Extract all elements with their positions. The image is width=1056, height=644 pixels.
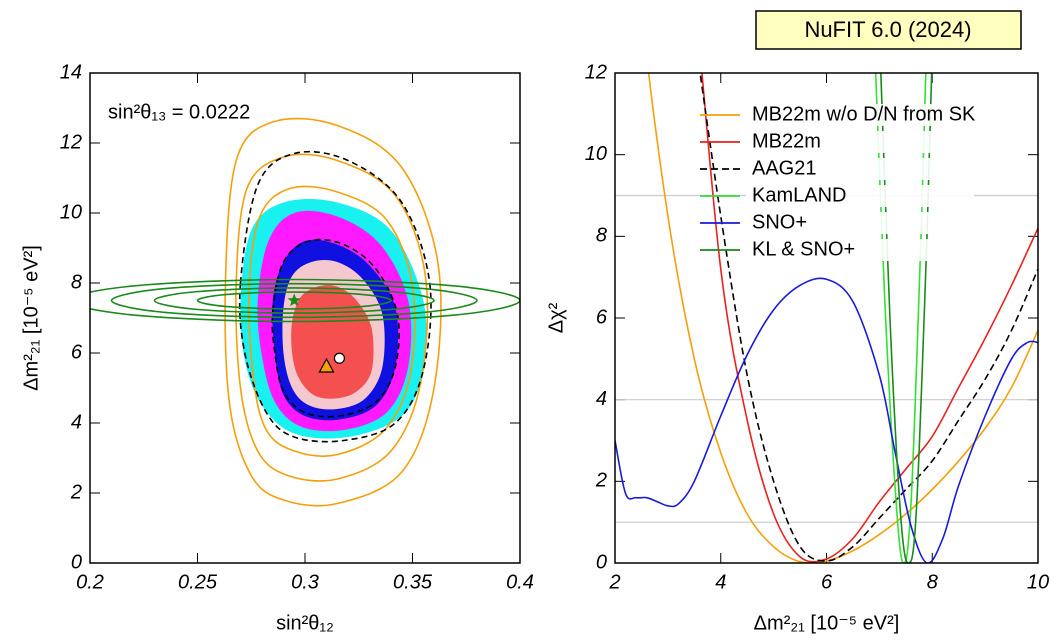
contour [248,185,416,457]
series-line [701,73,1038,563]
plot-area [90,117,520,507]
y-tick-label: 12 [585,61,607,83]
legend-background [746,239,974,261]
plot-area [615,73,1038,563]
series-line [880,73,933,563]
legend-label: MB22m w/o D/N from SK [752,103,976,125]
legend-background [746,158,974,180]
y-tick-label: 2 [595,470,607,492]
chart-title: NuFIT 6.0 (2024) [804,17,971,42]
y-tick-label: 10 [585,143,607,165]
x-tick-label: 10 [1027,571,1049,593]
legend-label: KamLAND [752,184,846,206]
x-tick-label: 2 [608,571,620,593]
legend-background [746,212,974,234]
contour [196,291,392,310]
y-axis-label: Δm²₂₁ [10⁻⁵ eV²] [20,245,42,391]
legend-label: MB22m [752,130,821,152]
x-tick-label: 0.4 [506,571,534,593]
contour [271,238,400,418]
best-fit-marker [333,352,345,364]
series-line [615,277,1038,563]
legend-label: AAG21 [752,157,816,179]
y-tick-label: 0 [71,551,82,573]
contour [238,150,432,443]
best-fit-marker [318,357,335,373]
x-tick-label: 0.25 [178,571,218,593]
y-tick-label: 2 [70,481,82,503]
legend-background [746,131,974,153]
contour [110,282,478,319]
contour [153,287,435,314]
y-tick-label: 4 [596,388,607,410]
y-tick-label: 10 [60,201,82,223]
contour [90,278,520,323]
x-axis-label: Δm²₂₁ [10⁻⁵ eV²] [754,612,900,634]
x-tick-label: 0.35 [393,571,433,593]
x-tick-label: 4 [715,571,726,593]
y-axis-label: Δχ² [545,302,567,333]
y-tick-label: 12 [60,131,82,153]
x-tick-label: 6 [821,571,833,593]
legend-background [746,104,974,126]
x-tick-label: 8 [927,571,938,593]
y-tick-label: 0 [596,551,607,573]
annotation: sin²θ₁₃ = 0.0222 [108,101,250,123]
title-box [755,10,1022,50]
plot-frame [614,72,1039,564]
legend-background [746,185,974,207]
x-axis-label: sin²θ₁₂ [276,612,334,634]
x-tick-label: 0.2 [76,571,104,593]
legend-label: KL & SNO+ [752,238,855,260]
y-tick-label: 6 [71,341,83,363]
series-line [647,73,1038,563]
series-line [699,73,1038,562]
y-tick-label: 14 [60,61,82,83]
contour [224,117,442,507]
y-tick-label: 8 [71,271,82,293]
y-tick-label: 8 [596,225,607,247]
legend-label: SNO+ [752,211,807,233]
best-fit-marker [287,293,301,307]
x-tick-label: 0.3 [291,571,319,593]
plot-frame [89,72,521,564]
y-tick-label: 6 [596,306,608,328]
y-tick-label: 4 [71,411,82,433]
